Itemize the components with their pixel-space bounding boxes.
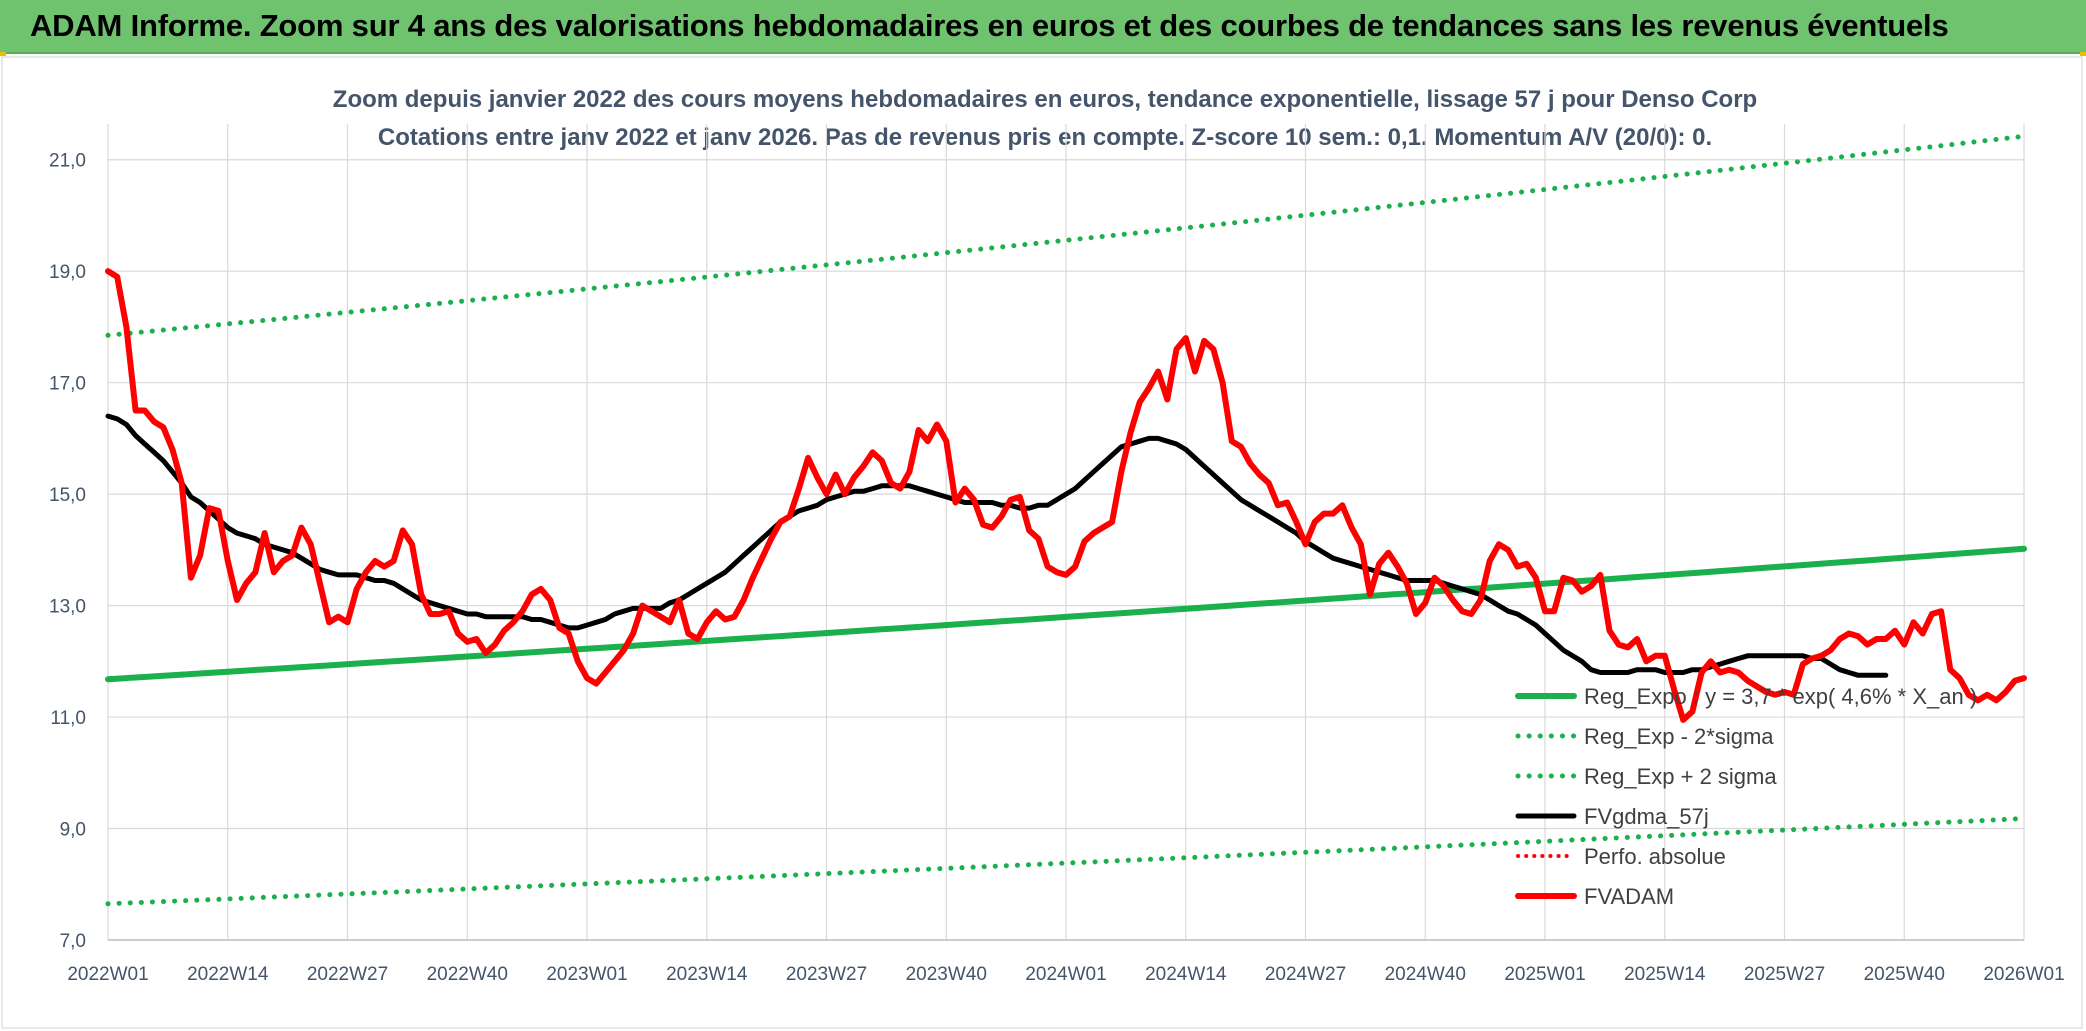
series-line-2 bbox=[105, 816, 2027, 907]
x-tick-label: 2025W40 bbox=[1864, 964, 1945, 985]
series-line-6 bbox=[105, 268, 2027, 723]
x-tick-label: 2024W01 bbox=[1025, 964, 1106, 985]
chart-title: Zoom depuis janvier 2022 des cours moyen… bbox=[333, 86, 1757, 113]
plot-area bbox=[105, 133, 2027, 907]
report-title: ADAM Informe. Zoom sur 4 ans des valoris… bbox=[30, 8, 1949, 43]
y-tick-label: 21,0 bbox=[49, 151, 86, 172]
legend-label-6: FVADAM bbox=[1584, 884, 1674, 909]
x-tick-label: 2026W01 bbox=[1983, 964, 2064, 985]
y-tick-label: 15,0 bbox=[49, 485, 86, 506]
y-tick-label: 7,0 bbox=[60, 931, 86, 952]
series-line-4 bbox=[105, 413, 1889, 678]
y-tick-label: 13,0 bbox=[49, 597, 86, 618]
x-tick-label: 2025W27 bbox=[1744, 964, 1825, 985]
legend-label-1: Reg_Expo : y = 3,7 * exp( 4,6% * X_an ) bbox=[1584, 684, 1977, 709]
corner-marker-left bbox=[0, 52, 6, 56]
x-tick-label: 2023W01 bbox=[546, 964, 627, 985]
report-banner: ADAM Informe. Zoom sur 4 ans des valoris… bbox=[0, 0, 2086, 54]
x-tick-label: 2025W01 bbox=[1504, 964, 1585, 985]
series-line-1 bbox=[105, 545, 2027, 683]
legend-label-3: Reg_Exp + 2 sigma bbox=[1584, 764, 1777, 789]
legend-label-4: FVgdma_57j bbox=[1584, 804, 1709, 829]
y-tick-label: 19,0 bbox=[49, 262, 86, 283]
chart-subtitle: Cotations entre janv 2022 et janv 2026. … bbox=[378, 124, 1712, 151]
x-tick-label: 2024W40 bbox=[1385, 964, 1466, 985]
legend-label-5: Perfo. absolue bbox=[1584, 844, 1726, 869]
gridlines bbox=[107, 124, 2025, 941]
y-tick-label: 9,0 bbox=[60, 820, 86, 841]
series-line-3 bbox=[105, 133, 2027, 338]
y-tick-label: 11,0 bbox=[50, 708, 86, 729]
x-tick-label: 2024W27 bbox=[1265, 964, 1346, 985]
x-tick-label: 2022W40 bbox=[427, 964, 508, 985]
y-axis: 7,0 9,0 11,0 13,0 15,0 17,0 19,0 21,0 bbox=[49, 151, 86, 952]
x-tick-label: 2022W01 bbox=[67, 964, 148, 985]
x-axis: 2022W01 2022W14 2022W27 2022W40 2023W01 2023W… bbox=[67, 964, 2064, 985]
legend: Reg_Expo : y = 3,7 * exp( 4,6% * X_an ) R… bbox=[1515, 684, 1977, 909]
x-tick-label: 2023W14 bbox=[666, 964, 748, 985]
x-tick-label: 2023W40 bbox=[906, 964, 987, 985]
x-tick-label: 2023W27 bbox=[786, 964, 867, 985]
corner-marker-right bbox=[2080, 52, 2086, 56]
x-tick-label: 2022W14 bbox=[187, 964, 269, 985]
legend-label-2: Reg_Exp - 2*sigma bbox=[1584, 724, 1774, 749]
chart-area: Zoom depuis janvier 2022 des cours moyen… bbox=[1, 56, 2083, 1029]
x-tick-label: 2025W14 bbox=[1624, 964, 1706, 985]
x-tick-label: 2022W27 bbox=[307, 964, 388, 985]
y-tick-label: 17,0 bbox=[49, 374, 86, 395]
x-tick-label: 2024W14 bbox=[1145, 964, 1227, 985]
